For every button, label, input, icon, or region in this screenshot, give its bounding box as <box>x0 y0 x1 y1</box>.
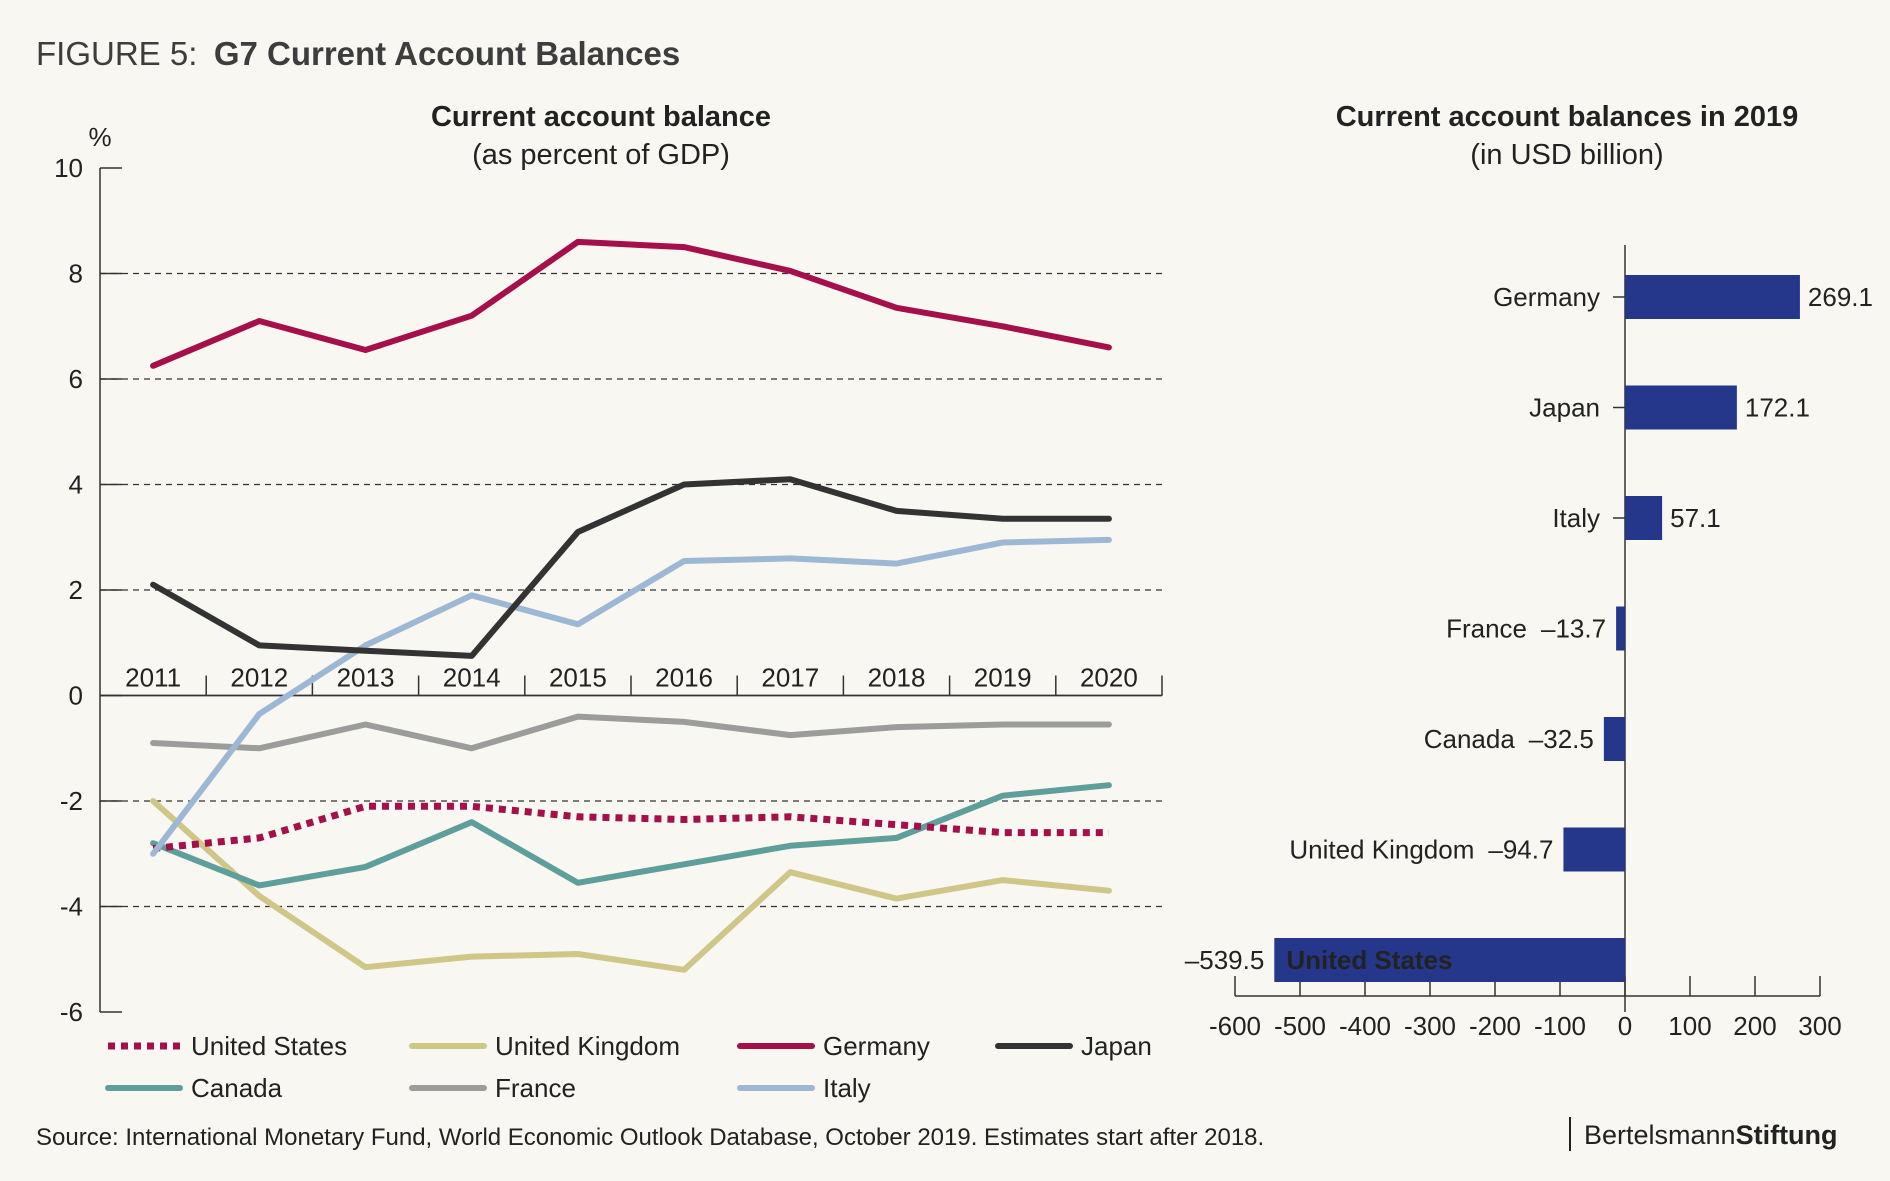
brand-regular: Bertelsmann <box>1584 1120 1736 1150</box>
x-tick-label: 2019 <box>974 663 1032 693</box>
y-tick-label: -4 <box>60 892 83 922</box>
bar-value-label: –32.5 <box>1529 724 1594 754</box>
bar-x-tick-label: 300 <box>1798 1011 1841 1041</box>
bar <box>1625 275 1800 319</box>
bar-x-tick-label: -100 <box>1534 1011 1586 1041</box>
legend-label-italy: Italy <box>823 1073 871 1103</box>
series-line-canada <box>150 782 1112 889</box>
bar-x-tick-label: -600 <box>1209 1011 1261 1041</box>
brand-logo: BertelsmannStiftung <box>1584 1120 1838 1150</box>
x-tick-label: 2020 <box>1080 663 1138 693</box>
series-line-united-kingdom <box>150 798 1112 973</box>
bar <box>1274 938 1625 982</box>
bar <box>1563 827 1625 872</box>
bar-chart-title: Current account balances in 2019 <box>1336 101 1799 133</box>
bar-value-label: –94.7 <box>1488 835 1553 865</box>
x-tick-label: 2015 <box>549 663 607 693</box>
bar-value-label: 57.1 <box>1670 503 1721 533</box>
y-tick-label: 6 <box>69 364 83 394</box>
bar-category-label: Canada <box>1424 724 1516 754</box>
line-chart-y-unit: % <box>88 122 111 152</box>
x-tick-label: 2016 <box>655 663 713 693</box>
bar-x-tick-label: -500 <box>1274 1011 1326 1041</box>
bar <box>1625 385 1737 430</box>
bar-x-tick-label: 100 <box>1668 1011 1711 1041</box>
figure-heading: FIGURE 5: G7 Current Account Balances <box>36 35 680 72</box>
line-chart-title: Current account balance <box>431 101 771 133</box>
figure-prefix: FIGURE 5: <box>36 35 197 72</box>
series-line-united-states <box>152 802 1109 852</box>
bar-value-label: –539.5 <box>1185 945 1265 975</box>
bar <box>1625 496 1663 540</box>
brand-bold: Stiftung <box>1736 1120 1838 1150</box>
bar-x-tick-label: -400 <box>1339 1011 1391 1041</box>
x-tick-label: 2011 <box>125 663 181 693</box>
line-chart-subtitle: (as percent of GDP) <box>472 139 730 171</box>
x-tick-label: 2017 <box>761 663 819 693</box>
bar-category-label: Germany <box>1493 282 1600 312</box>
y-tick-label: 8 <box>69 259 83 289</box>
legend-label-canada: Canada <box>191 1073 283 1103</box>
bar-x-tick-label: 200 <box>1733 1011 1776 1041</box>
bar-x-tick-label: 0 <box>1618 1011 1632 1041</box>
series-line-japan <box>150 476 1112 659</box>
bar-value-label: –13.7 <box>1541 614 1606 644</box>
series-line-germany <box>150 238 1112 369</box>
y-tick-label: -2 <box>60 786 83 816</box>
bar-category-label: Italy <box>1552 503 1600 533</box>
series-line-italy <box>150 536 1112 857</box>
x-tick-label: 2014 <box>443 663 501 693</box>
bar-category-label: United Kingdom <box>1289 835 1474 865</box>
bar-category-label: Japan <box>1529 393 1600 423</box>
bar-category-label: United States <box>1286 945 1452 975</box>
legend-label-france: France <box>495 1073 576 1103</box>
bar-value-label: 172.1 <box>1745 393 1810 423</box>
figure-title: G7 Current Account Balances <box>214 35 680 72</box>
y-tick-label: 0 <box>69 681 83 711</box>
x-tick-label: 2012 <box>230 663 288 693</box>
source-note: Source: International Monetary Fund, Wor… <box>36 1124 1264 1151</box>
y-tick-label: -6 <box>60 997 83 1027</box>
legend-label-united-states: United States <box>191 1031 347 1061</box>
legend-label-germany: Germany <box>823 1031 930 1061</box>
y-tick-label: 2 <box>69 575 83 605</box>
bar <box>1616 606 1625 651</box>
bar-category-label: France <box>1446 614 1527 644</box>
line-chart-legend: United States United Kingdom Germany Japan C… <box>105 1031 1152 1103</box>
legend-label-japan: Japan <box>1081 1031 1152 1061</box>
y-tick-label: 10 <box>54 153 83 183</box>
bar-value-label: 269.1 <box>1808 282 1873 312</box>
bar-x-tick-label: -200 <box>1469 1011 1521 1041</box>
bar <box>1603 717 1625 761</box>
y-tick-label: 4 <box>69 470 83 500</box>
x-tick-label: 2018 <box>868 663 926 693</box>
bar-x-tick-label: -300 <box>1404 1011 1456 1041</box>
line-chart: 10 8 6 4 2 0 -2 -4 -6 2011 2012 2013 2014 2015 2016 201… <box>54 153 1163 1027</box>
series-line-france <box>150 713 1112 752</box>
bar-chart-subtitle: (in USD billion) <box>1470 139 1663 171</box>
legend-label-united-kingdom: United Kingdom <box>495 1031 680 1061</box>
bar-chart: -600 -500 -400 -300 -200 -100 0 100 200 300 German… <box>1185 245 1873 1041</box>
x-tick-label: 2013 <box>337 663 395 693</box>
